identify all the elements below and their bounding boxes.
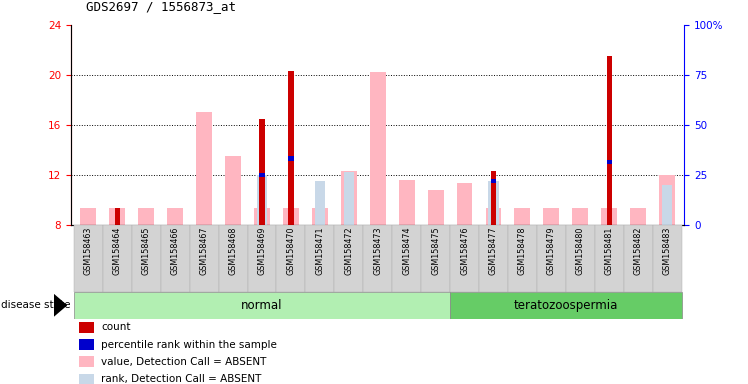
FancyBboxPatch shape [624,225,652,292]
Bar [491,179,496,183]
Text: GSM158476: GSM158476 [460,227,469,275]
Text: GSM158472: GSM158472 [344,227,353,275]
Bar [257,175,267,225]
Bar [450,292,681,319]
Bar [260,172,265,177]
Bar [428,190,444,225]
Text: GSM158467: GSM158467 [200,227,209,275]
Bar [659,175,675,225]
Bar [630,209,646,225]
Bar [114,209,120,225]
Bar [515,209,530,225]
FancyBboxPatch shape [364,225,392,292]
Text: percentile rank within the sample: percentile rank within the sample [101,339,277,350]
Bar [491,171,496,225]
Bar [283,209,299,225]
Bar [488,181,498,225]
Bar [370,73,386,225]
FancyBboxPatch shape [218,225,248,292]
Bar [196,113,212,225]
Text: GSM158479: GSM158479 [547,227,556,275]
FancyBboxPatch shape [132,225,161,292]
Text: GDS2697 / 1556873_at: GDS2697 / 1556873_at [86,0,236,13]
Text: GSM158475: GSM158475 [431,227,440,275]
Bar [288,71,293,225]
FancyBboxPatch shape [248,225,277,292]
Bar [74,292,450,319]
Bar [344,172,354,225]
Bar [399,180,414,225]
FancyBboxPatch shape [652,225,681,292]
Bar [341,171,357,225]
Text: GSM158478: GSM158478 [518,227,527,275]
Text: GSM158470: GSM158470 [286,227,295,275]
Text: GSM158469: GSM158469 [257,227,266,275]
FancyBboxPatch shape [421,225,450,292]
Polygon shape [54,294,67,317]
Text: GSM158464: GSM158464 [113,227,122,275]
Bar [79,374,94,384]
Bar [254,209,270,225]
FancyBboxPatch shape [479,225,508,292]
Bar [607,56,612,225]
Bar [312,209,328,225]
Text: GSM158465: GSM158465 [142,227,151,275]
Bar [662,185,672,225]
Text: GSM158477: GSM158477 [489,227,498,275]
Bar [260,119,265,225]
Text: GSM158463: GSM158463 [84,227,93,275]
Bar [601,209,617,225]
Bar [79,322,94,333]
Bar [168,209,183,225]
Text: teratozoospermia: teratozoospermia [514,299,618,312]
Text: GSM158482: GSM158482 [634,227,643,275]
Text: GSM158474: GSM158474 [402,227,411,275]
FancyBboxPatch shape [565,225,595,292]
Bar [79,356,94,367]
Bar [485,209,501,225]
FancyBboxPatch shape [595,225,624,292]
Bar [607,160,612,164]
FancyBboxPatch shape [334,225,364,292]
FancyBboxPatch shape [305,225,334,292]
Text: rank, Detection Call = ABSENT: rank, Detection Call = ABSENT [101,374,261,384]
FancyBboxPatch shape [508,225,537,292]
Bar [456,184,473,225]
Text: GSM158471: GSM158471 [316,227,325,275]
FancyBboxPatch shape [392,225,421,292]
Text: count: count [101,322,130,333]
FancyBboxPatch shape [450,225,479,292]
Bar [138,209,154,225]
FancyBboxPatch shape [277,225,305,292]
Bar [79,339,94,350]
Text: GSM158468: GSM158468 [229,227,238,275]
Bar [543,209,560,225]
Text: normal: normal [242,299,283,312]
Text: GSM158466: GSM158466 [171,227,180,275]
Text: value, Detection Call = ABSENT: value, Detection Call = ABSENT [101,357,266,367]
FancyBboxPatch shape [537,225,565,292]
Text: GSM158473: GSM158473 [373,227,382,275]
FancyBboxPatch shape [74,225,103,292]
Text: GSM158483: GSM158483 [663,227,672,275]
Text: GSM158481: GSM158481 [604,227,613,275]
Bar [109,209,126,225]
FancyBboxPatch shape [161,225,190,292]
FancyBboxPatch shape [103,225,132,292]
Text: disease state: disease state [1,300,70,310]
FancyBboxPatch shape [190,225,218,292]
Text: GSM158480: GSM158480 [576,227,585,275]
Bar [81,209,96,225]
Bar [315,181,325,225]
Bar [288,156,293,161]
Bar [225,156,241,225]
Bar [572,209,588,225]
